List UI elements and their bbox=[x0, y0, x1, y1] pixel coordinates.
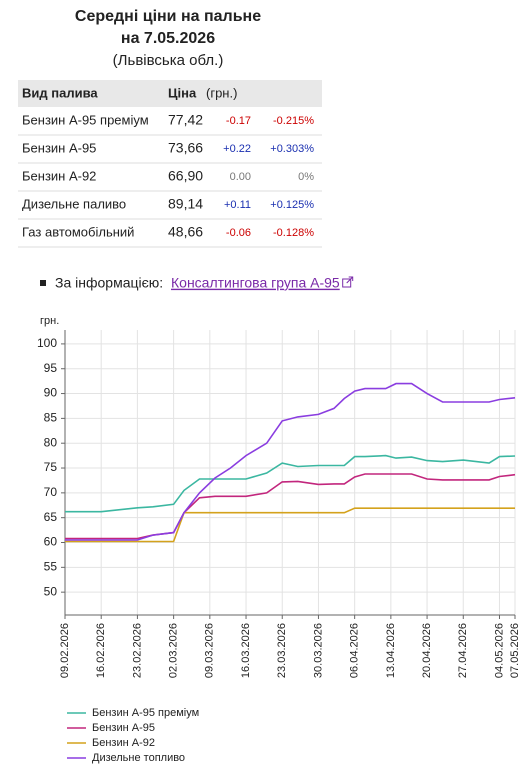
price-change: -0.17 bbox=[226, 115, 251, 127]
series-line bbox=[65, 382, 516, 541]
x-tick-label: 20.04.2026 bbox=[421, 623, 433, 678]
y-tick-label: 65 bbox=[44, 510, 58, 524]
x-tick-label: 02.03.2026 bbox=[168, 623, 180, 678]
legend-label: Бензин А-92 bbox=[92, 737, 155, 749]
price-change-pct: -0.128% bbox=[273, 227, 314, 239]
price-change: +0.22 bbox=[223, 143, 251, 155]
y-tick-label: 80 bbox=[44, 435, 58, 449]
price-change-pct: +0.303% bbox=[270, 143, 314, 155]
y-tick-label: 75 bbox=[44, 460, 58, 474]
fuel-name: Бензин А-95 преміум bbox=[22, 112, 149, 127]
external-link-icon[interactable] bbox=[342, 278, 352, 288]
x-tick-label: 23.02.2026 bbox=[131, 623, 143, 678]
price-change-pct: -0.215% bbox=[273, 115, 314, 127]
page-date: на 7.05.2026 bbox=[121, 30, 215, 47]
x-tick-label: 23.03.2026 bbox=[276, 623, 288, 678]
table-header: (грн.) bbox=[206, 85, 237, 100]
x-tick-label: 27.04.2026 bbox=[457, 623, 469, 678]
fuel-price: 89,14 bbox=[168, 196, 203, 212]
source-label: За інформацією: bbox=[55, 275, 163, 291]
x-tick-label: 04.05.2026 bbox=[493, 623, 505, 678]
page-title: Середні ціни на пальне bbox=[75, 8, 261, 25]
y-tick-label: 90 bbox=[44, 386, 58, 400]
legend-label: Дизельне топливо bbox=[92, 752, 185, 764]
x-tick-label: 09.03.2026 bbox=[204, 623, 216, 678]
price-change: -0.06 bbox=[226, 227, 251, 239]
fuel-name: Газ автомобільний bbox=[22, 224, 134, 239]
y-tick-label: 100 bbox=[37, 336, 57, 350]
fuel-price: 66,90 bbox=[168, 168, 203, 184]
series-line bbox=[65, 454, 516, 513]
table-header: Ціна bbox=[168, 85, 197, 100]
price-change-pct: +0.125% bbox=[270, 199, 314, 211]
legend-label: Бензин А-95 преміум bbox=[92, 707, 199, 719]
bullet bbox=[40, 280, 46, 286]
series-line bbox=[65, 507, 515, 543]
price-change-pct: 0% bbox=[298, 171, 314, 183]
fuel-name: Бензин А-95 bbox=[22, 140, 96, 155]
fuel-price: 77,42 bbox=[168, 112, 203, 128]
fuel-price: 48,66 bbox=[168, 224, 203, 240]
x-tick-label: 30.03.2026 bbox=[312, 623, 324, 678]
series-line bbox=[65, 473, 516, 540]
x-tick-label: 07.05.2026 bbox=[509, 623, 521, 678]
x-tick-label: 16.03.2026 bbox=[240, 623, 252, 678]
legend-label: Бензин А-95 bbox=[92, 722, 155, 734]
y-tick-label: 95 bbox=[44, 361, 58, 375]
x-tick-label: 09.02.2026 bbox=[59, 623, 71, 678]
x-tick-label: 06.04.2026 bbox=[349, 623, 361, 678]
fuel-name: Бензин А-92 bbox=[22, 168, 96, 183]
price-change: 0.00 bbox=[230, 171, 251, 183]
source-link[interactable]: Консалтингова група А-95 bbox=[171, 275, 340, 291]
y-tick-label: 55 bbox=[44, 560, 58, 574]
y-tick-label: 70 bbox=[44, 485, 58, 499]
y-tick-label: 60 bbox=[44, 535, 58, 549]
fuel-price: 73,66 bbox=[168, 140, 203, 156]
y-tick-label: 50 bbox=[44, 584, 58, 598]
x-tick-label: 16.02.2026 bbox=[95, 623, 107, 678]
x-tick-label: 13.04.2026 bbox=[385, 623, 397, 678]
external-link-arrow[interactable] bbox=[346, 276, 354, 284]
price-change: +0.11 bbox=[224, 199, 251, 211]
table-header: Вид палива bbox=[22, 85, 98, 100]
y-axis-label: грн. bbox=[40, 315, 59, 327]
y-tick-label: 85 bbox=[44, 411, 58, 425]
page-region: (Львівська обл.) bbox=[113, 52, 224, 69]
fuel-name: Дизельне паливо bbox=[22, 196, 126, 211]
table-header-bg bbox=[18, 80, 322, 107]
